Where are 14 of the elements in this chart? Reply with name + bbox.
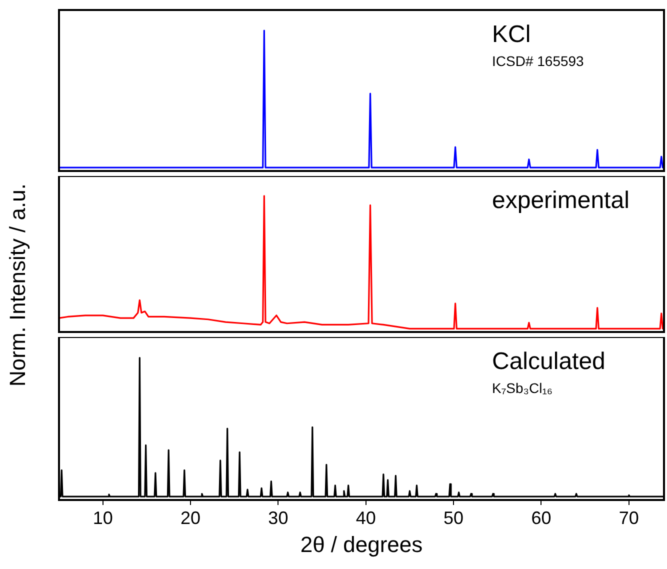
x-tick-label: 30	[268, 508, 288, 528]
x-tick-label: 50	[444, 508, 464, 528]
annotation: K₇Sb₃Cl₁₆	[492, 380, 553, 396]
x-tick-label: 60	[531, 508, 552, 528]
x-tick-label: 70	[618, 508, 639, 528]
x-tick-label: 20	[180, 508, 201, 528]
x-axis-title: 2θ / degrees	[300, 532, 423, 557]
x-tick-label: 40	[356, 508, 376, 528]
annotation: experimental	[492, 187, 630, 214]
x-tick-label: 10	[92, 508, 113, 528]
annotation: Calculated	[492, 348, 606, 375]
annotation: ICSD# 165593	[492, 53, 584, 69]
y-axis-title: Norm. Intensity / a.u.	[5, 184, 31, 386]
annotation: KCl	[492, 21, 531, 48]
